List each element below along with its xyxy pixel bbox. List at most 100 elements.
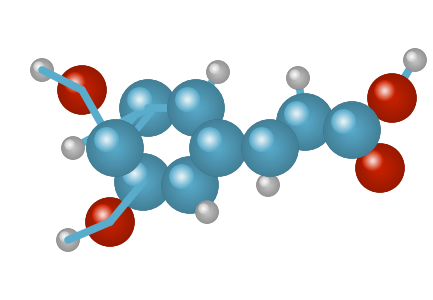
Circle shape [108,220,112,224]
Circle shape [406,51,424,69]
Circle shape [356,144,404,192]
Circle shape [209,139,227,157]
Circle shape [181,176,183,178]
Circle shape [366,154,380,168]
Circle shape [257,135,266,144]
Circle shape [125,164,144,183]
Circle shape [136,175,150,189]
Circle shape [244,122,296,174]
Circle shape [178,89,215,127]
Circle shape [132,92,165,124]
Circle shape [293,73,304,83]
Circle shape [343,120,345,123]
Circle shape [252,130,271,149]
Circle shape [123,82,174,134]
Circle shape [182,94,194,106]
Circle shape [64,139,82,157]
Circle shape [173,85,220,131]
Circle shape [117,156,169,208]
Circle shape [199,204,215,220]
Circle shape [277,94,333,150]
Circle shape [257,174,279,196]
Circle shape [104,216,116,228]
Circle shape [292,72,297,77]
Circle shape [333,111,371,149]
Circle shape [179,92,196,108]
Circle shape [297,77,299,79]
Circle shape [136,96,160,120]
Circle shape [176,171,204,199]
Circle shape [380,86,404,110]
Circle shape [61,232,69,241]
Circle shape [200,206,207,212]
Circle shape [59,231,77,249]
Circle shape [74,82,90,98]
Circle shape [65,236,72,244]
Circle shape [381,87,389,95]
Circle shape [259,136,282,160]
Circle shape [134,94,145,106]
Circle shape [78,86,86,94]
Circle shape [181,92,195,107]
Circle shape [129,168,140,179]
Circle shape [326,104,378,156]
Circle shape [260,138,263,141]
Circle shape [382,88,402,108]
Circle shape [251,129,272,150]
Circle shape [130,90,149,109]
Circle shape [368,74,416,122]
Circle shape [407,53,422,67]
Circle shape [287,67,309,89]
Circle shape [169,164,211,206]
Circle shape [62,234,68,239]
Circle shape [165,159,216,211]
Circle shape [292,109,301,118]
Circle shape [73,81,77,85]
Circle shape [405,50,425,70]
Circle shape [94,206,126,238]
Circle shape [58,66,106,114]
Circle shape [390,96,394,100]
Circle shape [143,103,153,113]
Circle shape [383,89,387,93]
Circle shape [291,72,304,84]
Circle shape [377,83,393,99]
Circle shape [336,113,352,130]
Circle shape [60,232,69,241]
Circle shape [62,235,74,245]
Circle shape [202,207,205,210]
Circle shape [364,152,382,170]
Circle shape [411,56,419,64]
Circle shape [340,118,364,142]
Circle shape [295,112,298,115]
Circle shape [261,178,269,186]
Circle shape [374,80,410,116]
Circle shape [124,163,145,184]
Circle shape [410,55,420,65]
Circle shape [108,141,122,155]
Circle shape [258,175,278,195]
Circle shape [199,129,237,167]
Circle shape [409,54,414,59]
Circle shape [197,127,239,169]
Circle shape [292,72,297,77]
Circle shape [67,142,72,148]
Circle shape [293,110,317,134]
Circle shape [101,134,129,162]
Circle shape [200,205,208,213]
Circle shape [411,56,413,58]
Circle shape [168,80,224,136]
Circle shape [295,75,301,81]
Circle shape [63,236,73,244]
Circle shape [96,208,110,222]
Circle shape [189,101,203,115]
Circle shape [100,133,113,147]
Circle shape [262,179,274,191]
Circle shape [194,106,198,110]
Circle shape [200,130,219,149]
Circle shape [129,89,150,110]
Circle shape [66,74,98,106]
Circle shape [204,209,210,215]
Circle shape [264,181,265,183]
Circle shape [191,103,200,113]
